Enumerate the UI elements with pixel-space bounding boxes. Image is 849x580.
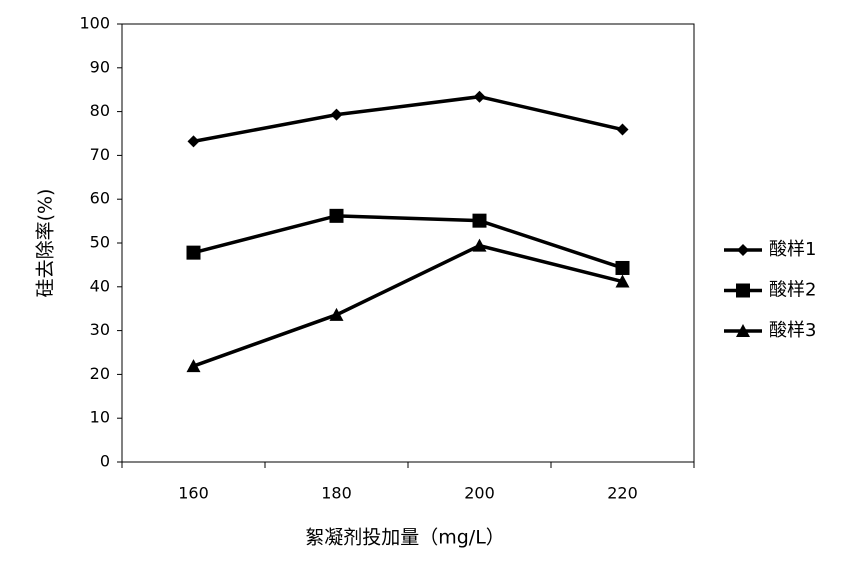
data-point xyxy=(186,245,201,260)
y-tick-label: 80 xyxy=(90,101,110,120)
legend-marker xyxy=(736,283,750,298)
y-axis-label: 硅去除率(%) xyxy=(35,189,57,298)
series-line xyxy=(192,243,623,368)
y-tick-label: 30 xyxy=(90,320,110,339)
legend-marker xyxy=(736,324,750,337)
data-point xyxy=(472,238,487,252)
y-tick-label: 40 xyxy=(90,276,110,295)
x-axis-label: 絮凝剂投加量（mg/L） xyxy=(305,527,505,549)
plot-frame xyxy=(121,23,695,463)
y-tick-label: 0 xyxy=(100,452,110,471)
data-point xyxy=(615,274,630,288)
legend-label: 酸样2 xyxy=(769,280,816,301)
data-point xyxy=(186,359,201,373)
data-point xyxy=(329,307,344,321)
data-point xyxy=(473,90,486,103)
data-point xyxy=(187,135,200,148)
data-point xyxy=(616,123,629,136)
y-tick-label: 50 xyxy=(90,233,110,252)
x-tick-label: 180 xyxy=(321,484,352,503)
legend-marker xyxy=(737,244,749,256)
y-tick-label: 60 xyxy=(90,189,110,208)
data-point xyxy=(615,260,630,275)
x-tick-label: 160 xyxy=(178,484,209,503)
series-line xyxy=(193,94,623,144)
y-tick-label: 20 xyxy=(90,364,110,383)
y-tick-label: 70 xyxy=(90,145,110,164)
data-point xyxy=(472,213,487,228)
x-tick-label: 200 xyxy=(464,484,495,503)
y-tick-label: 90 xyxy=(90,57,110,76)
y-tick-label: 100 xyxy=(79,14,110,33)
legend-label: 酸样1 xyxy=(769,239,816,260)
legend-label: 酸样3 xyxy=(769,320,816,341)
y-tick-label: 10 xyxy=(90,408,110,427)
data-point xyxy=(330,108,343,121)
data-point xyxy=(329,208,344,223)
x-tick-label: 220 xyxy=(607,484,638,503)
series-line xyxy=(193,214,624,270)
